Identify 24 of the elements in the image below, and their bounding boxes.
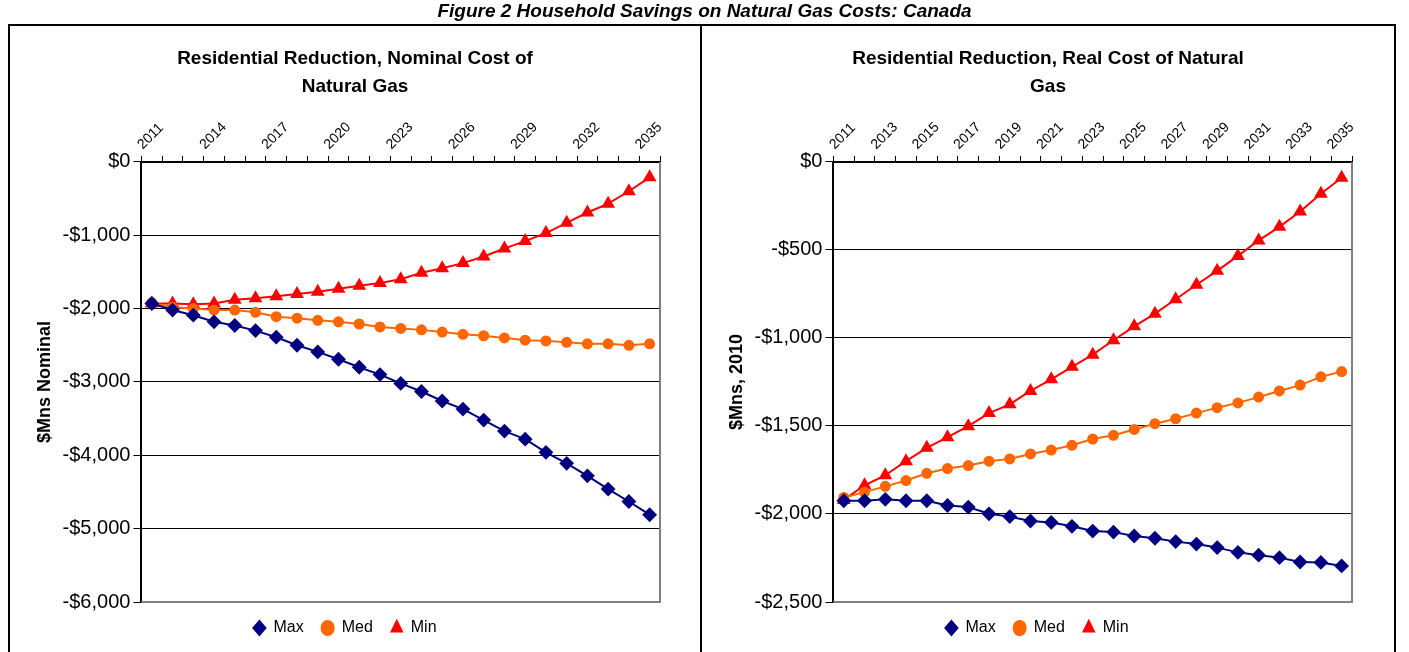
y-tick-label: -$2,000: [62, 296, 131, 319]
y-tick-label: -$2,000: [754, 501, 823, 524]
chart-title: Residential Reduction, Real Cost of Natural Gas: [851, 46, 1245, 98]
y-tick-label: -$500: [771, 237, 823, 260]
caption: Figure 2 Household Savings on Natural Gas Costs: Canada: [436, 0, 973, 22]
y-tick-label: -$6,000: [62, 589, 131, 612]
y-tick-label: -$1,000: [754, 325, 823, 348]
y-tick-label: -$1,000: [62, 222, 131, 245]
y-tick-label: -$3,000: [62, 369, 131, 392]
y-tick-label: -$4,000: [62, 442, 131, 465]
legend-label: Max: [273, 618, 304, 636]
y-tick-label: $0: [108, 149, 131, 172]
y-axis-title: $Mns, 2010: [725, 333, 746, 430]
legend-label: Med: [1033, 618, 1065, 636]
y-axis-title: $Mns Nominal: [33, 320, 54, 443]
y-tick-label: $0: [800, 149, 823, 172]
legend-label: Max: [965, 618, 996, 636]
y-tick-label: -$1,500: [754, 413, 823, 436]
chart-title: Residential Reduction, Nominal Cost of Natural Gas: [176, 46, 534, 98]
legend-label: Min: [410, 618, 437, 636]
y-tick-label: -$5,000: [62, 516, 131, 539]
legend-label: Med: [341, 618, 373, 636]
legend-label: Min: [1102, 618, 1129, 636]
y-tick-label: -$2,500: [754, 589, 823, 612]
